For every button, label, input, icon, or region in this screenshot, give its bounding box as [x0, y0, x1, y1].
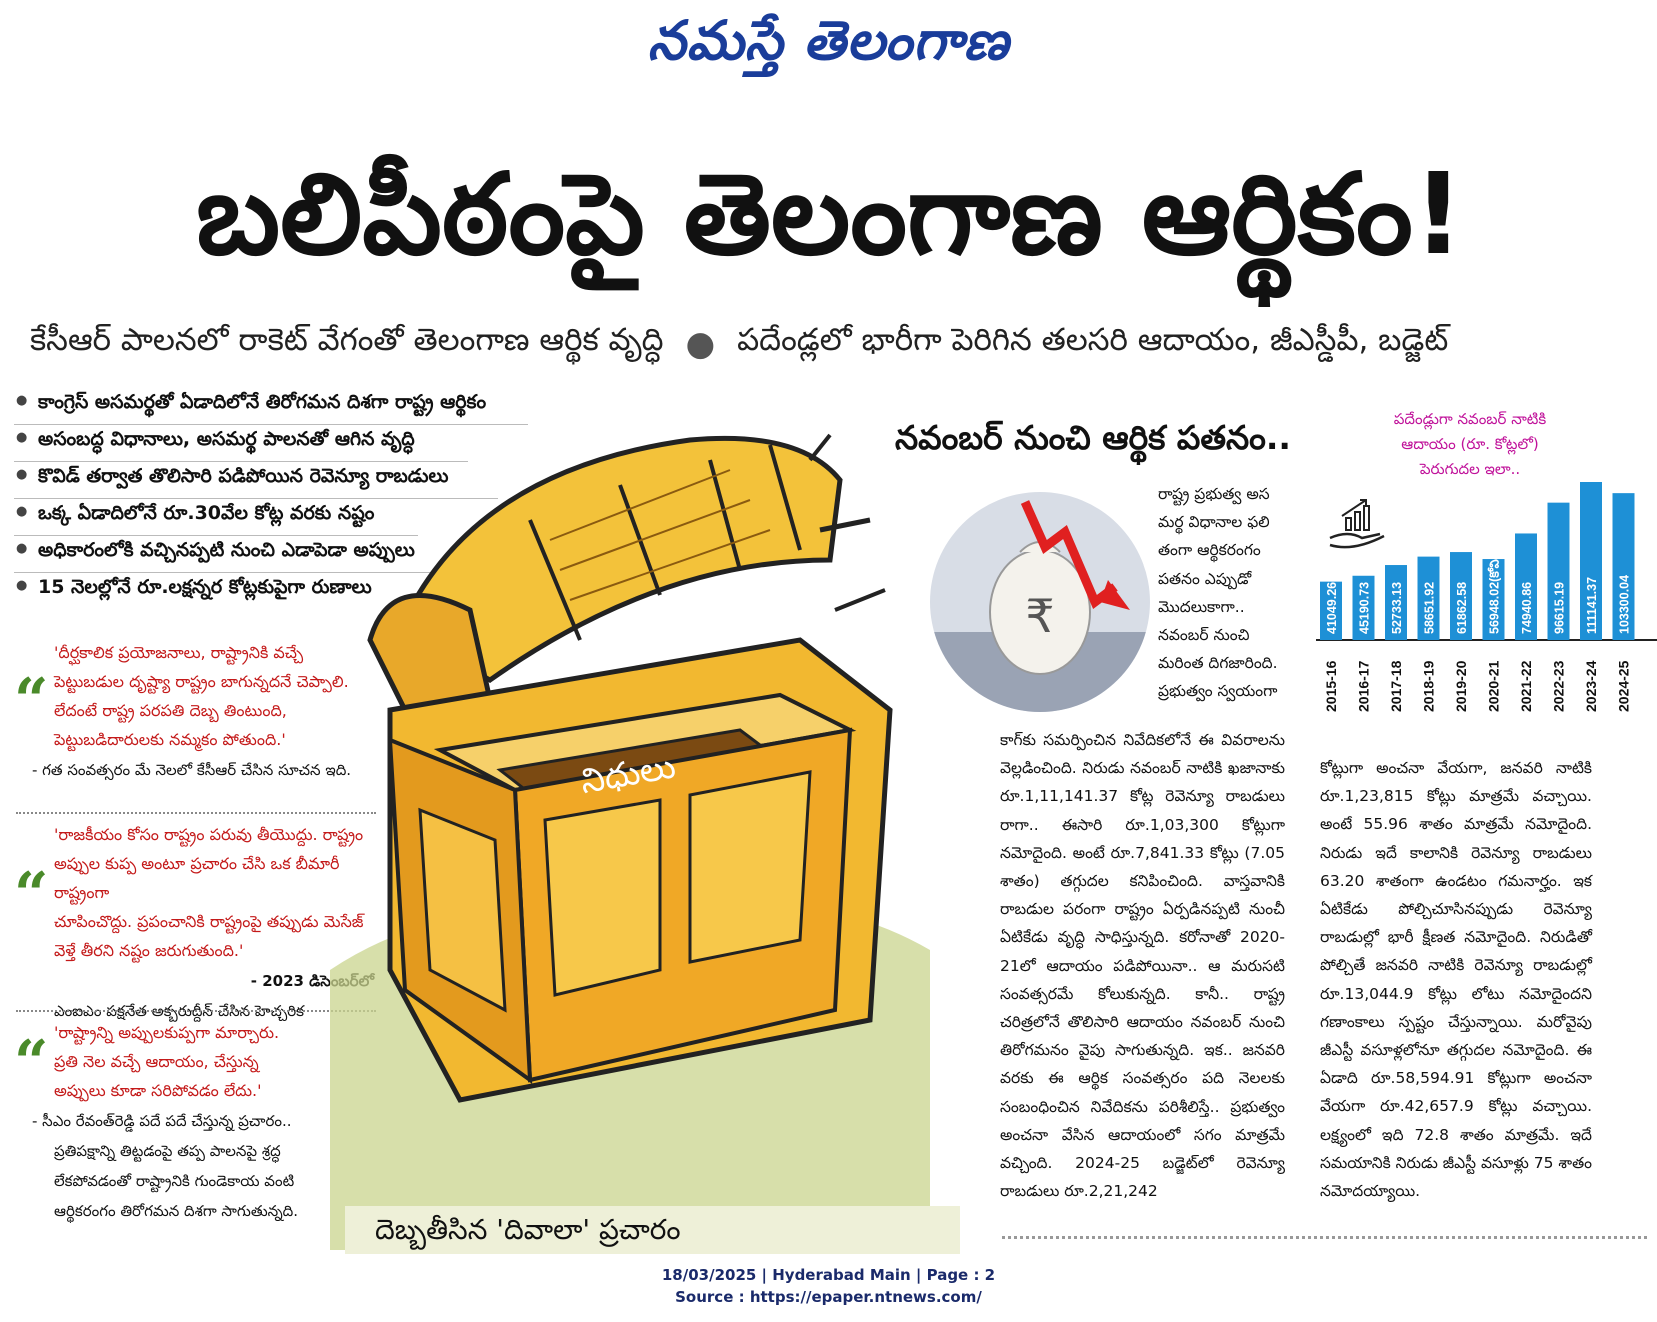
article-line: తంగా ఆర్థికరంగం	[1158, 541, 1261, 560]
article-line: మర్థ విధానాల ఫలి	[1158, 513, 1270, 532]
chart-category-label: 2022-23	[1551, 660, 1567, 712]
deck: కేసీఆర్ పాలనలో రాకెట్ వేగంతో తెలంగాణ ఆర్…	[30, 322, 1640, 365]
quote-mark-icon: “	[14, 860, 49, 930]
chart-category-label: 2021-22	[1518, 660, 1534, 712]
chart-bar	[1515, 533, 1537, 640]
article-line: మొదలుకాగా..	[1158, 597, 1245, 616]
growth-hand-icon	[1329, 499, 1385, 549]
article-line: ప్రభుత్వం స్వయంగా	[1158, 682, 1278, 701]
chart-category-label: 2024-25	[1616, 660, 1632, 712]
chart-title-line: పెరుగుదల ఇలా..	[1419, 460, 1521, 478]
chart-value-label: 45190.73	[1358, 582, 1372, 634]
article-column-1-top: రాష్ట్ర ప్రభుత్వ అస మర్థ విధానాల ఫలి తంగ…	[1158, 480, 1283, 706]
quote-line: వెళ్తే తీరని నష్టం జరుగుతుంది.'	[54, 941, 244, 960]
article-line: నవంబర్ నుంచి	[1158, 626, 1250, 645]
chart-bar	[1417, 556, 1440, 640]
chart-category-label: 2020-21	[1486, 660, 1502, 712]
chart-value-label: 41049.26	[1325, 582, 1339, 634]
chart-bar	[1352, 575, 1375, 640]
chart-value-label: 56948.02(కోవిడ్)	[1488, 546, 1502, 634]
divider	[16, 812, 376, 814]
bullet-dot-icon: ●	[685, 323, 716, 364]
rupee-symbol-icon: ₹	[1025, 589, 1054, 643]
chart-title-line: పదేండ్లుగా నవంబర్ నాటికి	[1393, 410, 1547, 428]
quote-line: 'రాష్ట్రాన్ని అప్పులకుప్పగా మార్చారు.	[54, 1023, 280, 1042]
chart-value-label: 111141.37	[1585, 577, 1599, 634]
quote-line: 'దీర్ఘకాలిక ప్రయోజనాలు, రాష్ట్రానికి వచ్…	[54, 643, 304, 662]
chart-title: పదేండ్లుగా నవంబర్ నాటికి ఆదాయం (రూ. కోట్…	[1330, 407, 1610, 482]
quote-attribution: - సీఎం రేవంత్‌రెడ్డి పదే పదే చేస్తున్న ప…	[32, 1112, 292, 1130]
article-line: మరింత దిగజారింది.	[1158, 654, 1278, 673]
quote-attribution: లేకపోవడంతో రాష్ట్రానికి గుండెకాయ వంటి	[54, 1172, 295, 1190]
deck-part-1: కేసీఆర్ పాలనలో రాకెట్ వేగంతో తెలంగాణ ఆర్…	[30, 322, 664, 358]
quote-akbaruddin: “ 'రాజకీయం కోసం రాష్ట్రం పరువు తీయొద్దు.…	[14, 820, 374, 1025]
chart-category-label: 2016-17	[1356, 660, 1372, 712]
quote-kcr: “ 'దీర్ఘకాలిక ప్రయోజనాలు, రాష్ట్రానికి వ…	[14, 638, 374, 784]
chart-value-label: 61862.58	[1455, 582, 1469, 634]
quote-mark-icon: “	[14, 666, 49, 736]
chart-value-label: 58651.92	[1423, 582, 1437, 634]
quote-revanth: “ 'రాష్ట్రాన్ని అప్పులకుప్పగా మార్చారు. …	[14, 1018, 374, 1225]
chart-bar	[1320, 581, 1342, 640]
divider	[16, 1010, 376, 1012]
quote-line: పెట్టుబడిదారులకు నమ్మకం పోతుంది.'	[54, 730, 286, 749]
quote-line: లేదంటే రాష్ట్ర పరపతి దెబ్బ తింటుంది,	[54, 701, 287, 720]
quote-line: ప్రతి నెల వచ్చే ఆదాయం, చేస్తున్న	[54, 1052, 259, 1071]
quote-mark-icon: “	[14, 1028, 49, 1098]
chart-value-label: 96615.19	[1553, 582, 1567, 634]
chart-bar	[1547, 502, 1570, 640]
chart-bar	[1482, 559, 1505, 640]
article-column-2: కోట్లుగా అంచనా వేయగా, జనవరి నాటికి రూ.1,…	[1320, 759, 1592, 1201]
chart-category-label: 2018-19	[1421, 660, 1437, 712]
quote-line: అప్పులు కూడా సరిపోవడం లేదు.'	[54, 1081, 262, 1100]
chart-category-label: 2019-20	[1453, 660, 1469, 712]
quote-attribution: - గత సంవత్సరం మే నెలలో కేసీఆర్ చేసిన సూచ…	[32, 761, 352, 779]
masthead-logo: నమస్తే తెలంగాణ	[647, 8, 1010, 72]
chest-body	[387, 637, 893, 1103]
quote-attribution: ప్రతిపక్షాన్ని తిట్టడంపై తప్ప పాలనపై శ్ర…	[54, 1142, 281, 1160]
quote-line: పెట్టుబడుల దృష్ట్యా రాష్ట్రం బాగున్నదనే …	[54, 672, 349, 691]
subheadline: నవంబర్ నుంచి ఆర్థిక పతనం..	[895, 418, 1291, 457]
quote-line: చూపించొద్దు. ప్రపంచానికి రాష్ట్రంపై తప్ప…	[54, 912, 364, 931]
speech-marks	[808, 433, 886, 612]
chart-value-label: 74940.86	[1520, 582, 1534, 634]
divider	[1002, 1236, 1647, 1239]
chart-bar	[1612, 493, 1635, 640]
chart-value-label: 103300.04	[1618, 575, 1632, 634]
quote-line: అప్పుల కుప్ప అంటూ ప్రచారం చేసి ఒక బీమారీ…	[54, 854, 340, 902]
chart-bar	[1385, 565, 1407, 640]
chart-category-label: 2015-16	[1323, 660, 1339, 712]
highlight-item: 15 నెలల్లోనే రూ.లక్షన్నర కోట్లకుపైగా రుణ…	[14, 573, 433, 609]
deck-part-2: పదేండ్లలో భారీగా పెరిగిన తలసరి ఆదాయం, జీ…	[737, 322, 1449, 358]
footer-date: 18/03/2025 | Hyderabad Main | Page : 2	[661, 1266, 996, 1284]
chart-bar	[1580, 482, 1602, 640]
headline: బలిపీఠంపై తెలంగాణ ఆర్థికం!	[196, 150, 1464, 280]
illustration-caption: దెబ్బతీసిన 'దివాలా' ప్రచారం	[345, 1206, 960, 1254]
chart-category-label: 2023-24	[1583, 660, 1599, 712]
chart-title-line: ఆదాయం (రూ. కోట్లలో)	[1401, 435, 1539, 453]
quote-line: 'రాజకీయం కోసం రాష్ట్రం పరువు తీయొద్దు. ర…	[54, 825, 364, 844]
footer-source: Source : https://epaper.ntnews.com/	[675, 1288, 982, 1306]
article-column-1: కాగ్‌కు సమర్పించిన నివేదికలోనే ఈ వివరాలన…	[1000, 731, 1285, 1201]
chart-bar	[1450, 552, 1472, 640]
money-bag-image: ₹	[930, 492, 1150, 712]
article-line: రాష్ట్ర ప్రభుత్వ అస	[1158, 485, 1270, 503]
chart-category-label: 2017-18	[1388, 660, 1404, 712]
quote-attribution: - 2023 డిసెంబర్‌లో	[250, 972, 374, 990]
chart-value-label: 52733.13	[1390, 582, 1404, 634]
treasure-chest-illustration: నిధులు	[330, 435, 930, 1250]
article-line: పతనం ఎప్పుడో	[1158, 569, 1252, 588]
revenue-bar-chart: 41049.26 45190.73 52733.13 58651.92 61862.58…	[1316, 482, 1657, 712]
highlights-list: కాంగ్రెస్ అసమర్థతో ఏడాదిలోనే తిరోగమన దిశ…	[14, 388, 534, 609]
quote-attribution: ఆర్థికరంగం తిరోగమన దిశగా సాగుతున్నది.	[54, 1202, 299, 1220]
